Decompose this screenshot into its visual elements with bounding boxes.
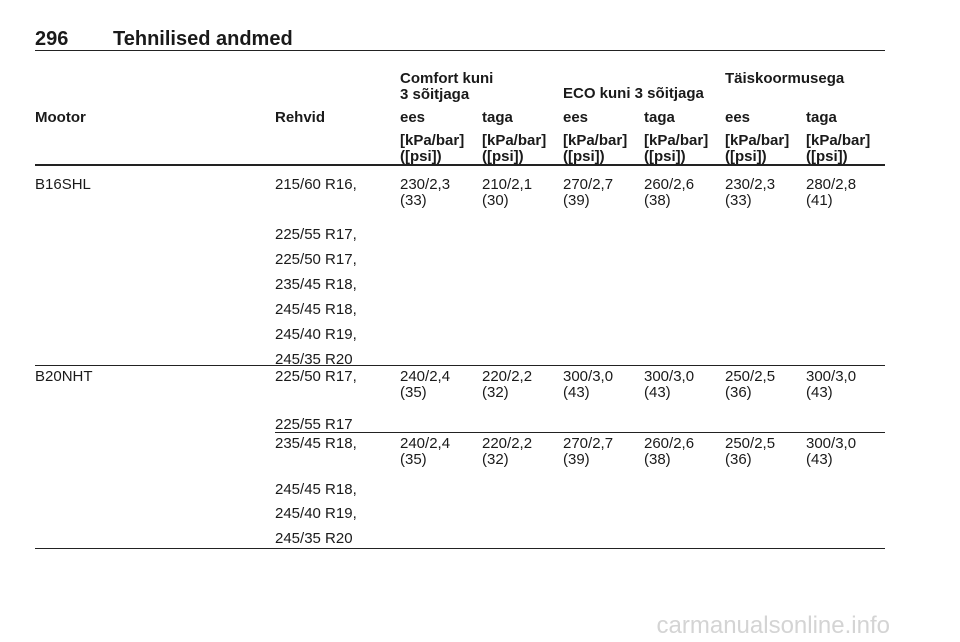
tire-size: 235/45 R18, [275, 435, 357, 452]
column-header: ees [400, 109, 426, 126]
pressure: 260/2,6 (38) [644, 435, 695, 468]
pressure: 280/2,8 (41) [806, 176, 857, 209]
pressure: 300/3,0 (43) [806, 435, 857, 468]
pressure: 210/2,1 (30) [482, 176, 533, 209]
pressure: 220/2,2 (32) [482, 435, 533, 468]
unit-header: [kPa/bar] ([psi]) [563, 132, 628, 165]
column-header: ees [563, 109, 589, 126]
engine: B20NHT [35, 368, 93, 385]
tire-size: 245/45 R18, [275, 481, 357, 498]
tire-size: 245/40 R19, [275, 326, 357, 343]
page-number: 296 [35, 28, 69, 50]
pressure: 270/2,7 (39) [563, 176, 614, 209]
pressure: 250/2,5 (36) [725, 435, 776, 468]
pressure: 240/2,4 (35) [400, 435, 451, 468]
pressure: 230/2,3 (33) [400, 176, 451, 209]
watermark: carmanualsonline.info [656, 612, 890, 639]
tire-size: 245/35 R20 [275, 351, 353, 368]
group-header: ECO kuni 3 sõitjaga [563, 85, 704, 102]
column-header: taga [482, 109, 513, 126]
page-title: Tehnilised andmed [113, 28, 293, 50]
tire-size: 225/55 R17 [275, 416, 353, 433]
column-header: taga [806, 109, 837, 126]
row-rule [275, 432, 885, 433]
tire-size: 225/50 R17, [275, 368, 357, 385]
tire-size: 245/45 R18, [275, 301, 357, 318]
unit-header: [kPa/bar] ([psi]) [644, 132, 709, 165]
group-header: Täiskoormusega [725, 70, 845, 87]
tire-size: 225/55 R17, [275, 226, 357, 243]
pressure: 260/2,6 (38) [644, 176, 695, 209]
unit-header: [kPa/bar] ([psi]) [806, 132, 871, 165]
group-header: Comfort kuni 3 sõitjaga [400, 70, 494, 103]
pressure: 220/2,2 (32) [482, 368, 533, 401]
pressure: 240/2,4 (35) [400, 368, 451, 401]
pressure: 250/2,5 (36) [725, 368, 776, 401]
column-header: Rehvid [275, 109, 326, 126]
row-rule [35, 548, 885, 549]
unit-header: [kPa/bar] ([psi]) [482, 132, 547, 165]
column-header: ees [725, 109, 751, 126]
unit-header: [kPa/bar] ([psi]) [400, 132, 465, 165]
pressure: 300/3,0 (43) [806, 368, 857, 401]
pressure: 300/3,0 (43) [563, 368, 614, 401]
tire-size: 245/35 R20 [275, 530, 353, 547]
column-header: Mootor [35, 109, 86, 126]
tire-size: 215/60 R16, [275, 176, 357, 193]
tire-size: 235/45 R18, [275, 276, 357, 293]
column-header: taga [644, 109, 675, 126]
tire-size: 245/40 R19, [275, 505, 357, 522]
tire-size: 225/50 R17, [275, 251, 357, 268]
table-head-rule [35, 164, 885, 166]
header-rule [35, 50, 885, 51]
row-rule [35, 365, 885, 366]
unit-header: [kPa/bar] ([psi]) [725, 132, 790, 165]
engine: B16SHL [35, 176, 91, 193]
pressure: 230/2,3 (33) [725, 176, 776, 209]
pressure: 300/3,0 (43) [644, 368, 695, 401]
pressure: 270/2,7 (39) [563, 435, 614, 468]
